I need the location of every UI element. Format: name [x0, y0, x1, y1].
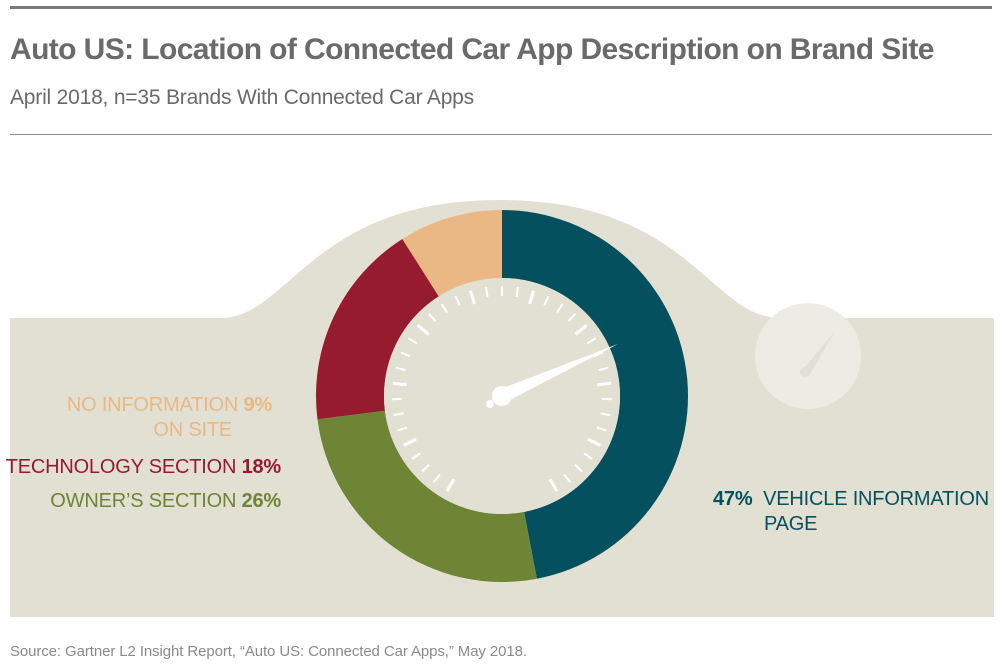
label-technology-text: TECHNOLOGY SECTION — [5, 456, 237, 478]
gauge-tick — [543, 295, 550, 306]
label-vehicle-percent: 47% — [713, 488, 753, 510]
slice-vehicle-information-page — [502, 210, 689, 579]
gauge-tick — [392, 381, 407, 387]
gauge-tick — [395, 366, 406, 372]
gauge-tick — [411, 452, 421, 460]
gauge-tick — [598, 366, 609, 372]
label-technology-percent: 18% — [241, 456, 282, 478]
gauge-tick — [416, 324, 430, 336]
gauge-tick — [548, 478, 559, 493]
gauge-tick — [400, 351, 411, 358]
needle-tail — [486, 400, 494, 408]
small-gauge-needle — [800, 331, 835, 377]
gauge-tick — [574, 463, 583, 473]
label-no-information-line2: ON SITE — [153, 419, 232, 441]
gauge-tick — [440, 303, 448, 314]
gauge-tick — [556, 303, 564, 314]
speedometer-icon — [755, 303, 861, 409]
slice-technology-section — [316, 238, 439, 420]
gauge-tick — [567, 313, 576, 322]
chart-subtitle: April 2018, n=35 Brands With Connected C… — [10, 86, 474, 109]
gauge-tick — [563, 473, 572, 483]
gauge-tick — [428, 313, 437, 322]
label-vehicle-line1: VEHICLE INFORMATION — [763, 488, 990, 510]
needle-pointer — [498, 344, 618, 402]
gauge-tick — [407, 337, 418, 345]
gauge-tick — [485, 287, 489, 298]
gauge-tick — [515, 287, 519, 298]
label-vehicle-line2: PAGE — [764, 513, 818, 535]
label-owners-section: OWNER’S SECTION 26% — [50, 489, 281, 514]
label-no-information: NO INFORMATION 9% ON SITE — [67, 393, 272, 443]
gauge-tick — [528, 290, 535, 305]
label-owners-percent: 26% — [241, 490, 282, 512]
gauge-tick — [403, 437, 417, 447]
chart-title: Auto US: Location of Connected Car App D… — [10, 33, 934, 66]
gauge-tick — [597, 381, 612, 387]
gauge-tick — [587, 437, 601, 447]
gauge-tick — [421, 463, 430, 473]
gauge-tick — [432, 473, 441, 483]
gauge-needle — [486, 344, 618, 408]
gauge-tick — [469, 290, 476, 305]
gauge-tick — [596, 426, 607, 432]
label-owners-text: OWNER’S SECTION — [50, 490, 237, 512]
top-rule — [10, 6, 992, 9]
small-gauge-pointer — [801, 331, 835, 376]
label-technology-section: TECHNOLOGY SECTION 18% — [5, 455, 282, 480]
gauge-tick — [397, 426, 408, 432]
header-divider — [10, 134, 992, 135]
donut-slices — [316, 210, 689, 582]
label-no-information-line1: NO INFORMATION — [66, 394, 239, 416]
gauge-tick — [574, 324, 588, 336]
gauge-tick — [445, 478, 456, 493]
gauge-tick — [393, 412, 404, 417]
slice-owner-s-section — [317, 410, 537, 582]
gauge-tick — [600, 412, 611, 417]
source-note: Source: Gartner L2 Insight Report, “Auto… — [10, 643, 527, 660]
label-no-information-percent: 9% — [243, 394, 272, 416]
slice-no-information-on-site — [402, 210, 502, 297]
needle-hub — [492, 386, 512, 406]
gauge-tick — [454, 295, 461, 306]
gauge-ticks — [392, 286, 612, 493]
gauge-tick — [593, 351, 604, 358]
label-vehicle-information: 47% VEHICLE INFORMATION PAGE — [713, 487, 989, 537]
gauge-tick — [583, 452, 593, 460]
small-gauge-hub — [800, 367, 810, 377]
gauge-tick — [586, 337, 597, 345]
